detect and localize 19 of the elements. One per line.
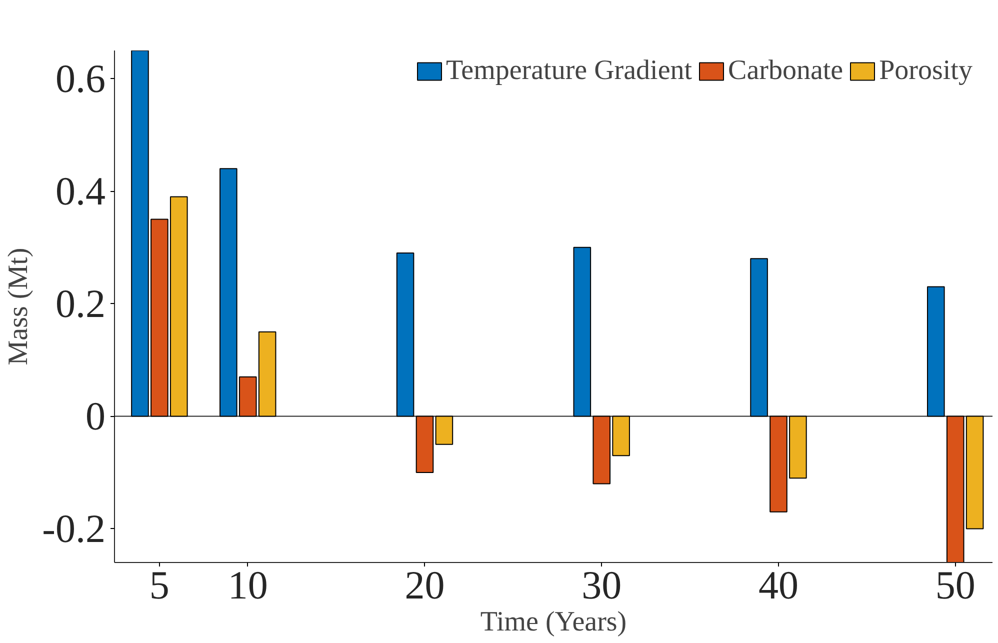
legend-label: Temperature Gradient	[446, 55, 692, 87]
y-tick-label: -0.2	[42, 506, 106, 552]
x-tick-label: 40	[758, 562, 798, 608]
y-tick-label: 0.6	[56, 56, 106, 102]
x-tick-label: 20	[404, 562, 445, 608]
bar	[396, 252, 414, 417]
x-tick-label: 30	[582, 562, 622, 608]
x-tick-label: 10	[228, 562, 268, 608]
y-tick-label: 0.2	[56, 281, 106, 326]
bar	[435, 416, 454, 445]
x-tick-label: 50	[935, 562, 976, 608]
y-tick-label: 0.4	[56, 168, 106, 214]
x-tick-label: 5	[149, 562, 170, 608]
x-axis-title: Time (Years)	[480, 606, 627, 638]
legend-label: Porosity	[879, 55, 972, 87]
bar	[416, 416, 434, 473]
legend-label: Carbonate	[728, 55, 844, 87]
y-axis-title: Mass (Mt)	[3, 248, 34, 366]
y-tick-label: 0	[86, 394, 106, 439]
